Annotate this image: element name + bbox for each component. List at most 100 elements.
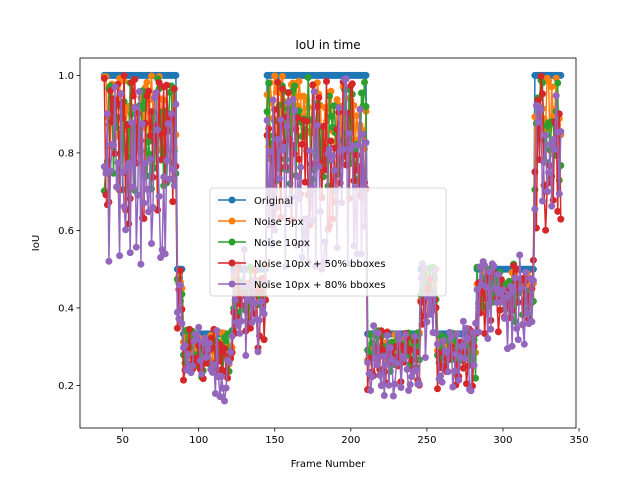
y-axis-label: IoU — [31, 235, 42, 251]
data-point — [364, 359, 372, 366]
data-point — [201, 334, 209, 342]
data-point — [292, 125, 300, 133]
legend-label: Noise 10px + 50% bboxes — [254, 259, 386, 270]
data-point — [539, 197, 546, 205]
data-point — [469, 329, 476, 336]
data-point — [385, 381, 393, 389]
data-point — [426, 310, 434, 318]
data-point — [125, 159, 133, 167]
data-point — [453, 330, 461, 338]
data-point — [485, 268, 493, 276]
data-point — [326, 92, 333, 100]
data-point — [170, 85, 178, 93]
data-point — [237, 317, 245, 325]
data-point — [105, 257, 113, 265]
x-tick-label: 200 — [341, 435, 360, 446]
data-point — [116, 252, 124, 260]
data-point — [254, 348, 262, 356]
data-point — [555, 190, 563, 198]
data-point — [294, 173, 302, 180]
y-tick-label: 1.0 — [58, 71, 74, 82]
data-point — [412, 366, 420, 374]
data-point — [333, 96, 341, 104]
data-point — [126, 249, 134, 257]
data-point — [204, 345, 212, 353]
data-point — [531, 205, 539, 213]
data-point — [193, 335, 201, 343]
data-point — [148, 108, 155, 116]
data-point — [368, 373, 376, 381]
data-point — [348, 142, 356, 150]
data-point — [353, 151, 361, 159]
data-point — [388, 355, 396, 363]
data-point — [298, 140, 306, 148]
data-point — [195, 323, 203, 331]
data-point — [494, 328, 502, 336]
data-point — [184, 350, 192, 358]
data-point — [537, 106, 545, 114]
data-point — [405, 387, 413, 394]
data-point — [222, 337, 230, 345]
y-tick-label: 0.4 — [58, 303, 74, 314]
x-tick-label: 250 — [417, 435, 436, 446]
data-point — [202, 353, 210, 361]
legend-marker — [228, 280, 236, 288]
data-point — [402, 331, 410, 339]
data-point — [367, 331, 375, 339]
data-point — [145, 87, 152, 95]
data-point — [181, 341, 189, 349]
data-point — [164, 120, 172, 128]
data-point — [552, 92, 560, 100]
legend-marker — [228, 259, 236, 267]
data-point — [391, 380, 399, 388]
legend-label: Noise 5px — [254, 217, 304, 228]
data-point — [374, 329, 382, 337]
data-point — [222, 384, 230, 392]
data-point — [146, 132, 154, 140]
data-point — [291, 82, 298, 90]
data-point — [134, 191, 142, 199]
data-point — [251, 299, 259, 307]
data-point — [434, 340, 441, 348]
data-point — [120, 72, 128, 80]
data-point — [278, 85, 286, 93]
data-point — [534, 96, 542, 104]
legend-label: Original — [254, 196, 293, 207]
data-point — [513, 265, 521, 273]
data-point — [543, 187, 551, 195]
data-point — [443, 347, 451, 355]
data-point — [289, 96, 297, 103]
data-point — [542, 131, 550, 139]
data-point — [472, 374, 480, 382]
data-point — [497, 298, 505, 306]
data-point — [128, 119, 136, 126]
data-point — [301, 178, 309, 186]
data-point — [534, 118, 542, 126]
data-point — [473, 286, 481, 293]
data-point — [231, 296, 239, 304]
data-point — [117, 90, 125, 98]
data-point — [271, 72, 279, 80]
data-point — [120, 203, 128, 211]
legend-item: Original — [218, 196, 293, 207]
data-point — [481, 262, 489, 269]
data-point — [494, 271, 502, 279]
data-point — [163, 81, 171, 89]
data-point — [208, 368, 216, 376]
data-point — [319, 122, 327, 130]
data-point — [459, 317, 467, 325]
data-point — [103, 110, 111, 118]
data-point — [131, 75, 139, 83]
legend-item: Noise 10px + 80% bboxes — [218, 280, 386, 291]
data-point — [529, 277, 537, 285]
legend-marker — [228, 196, 236, 204]
data-point — [227, 348, 235, 356]
data-point — [148, 72, 155, 80]
data-point — [167, 110, 175, 118]
data-point — [176, 267, 184, 274]
data-point — [329, 152, 337, 160]
data-point — [149, 204, 157, 211]
data-point — [151, 94, 159, 102]
data-point — [313, 121, 321, 129]
